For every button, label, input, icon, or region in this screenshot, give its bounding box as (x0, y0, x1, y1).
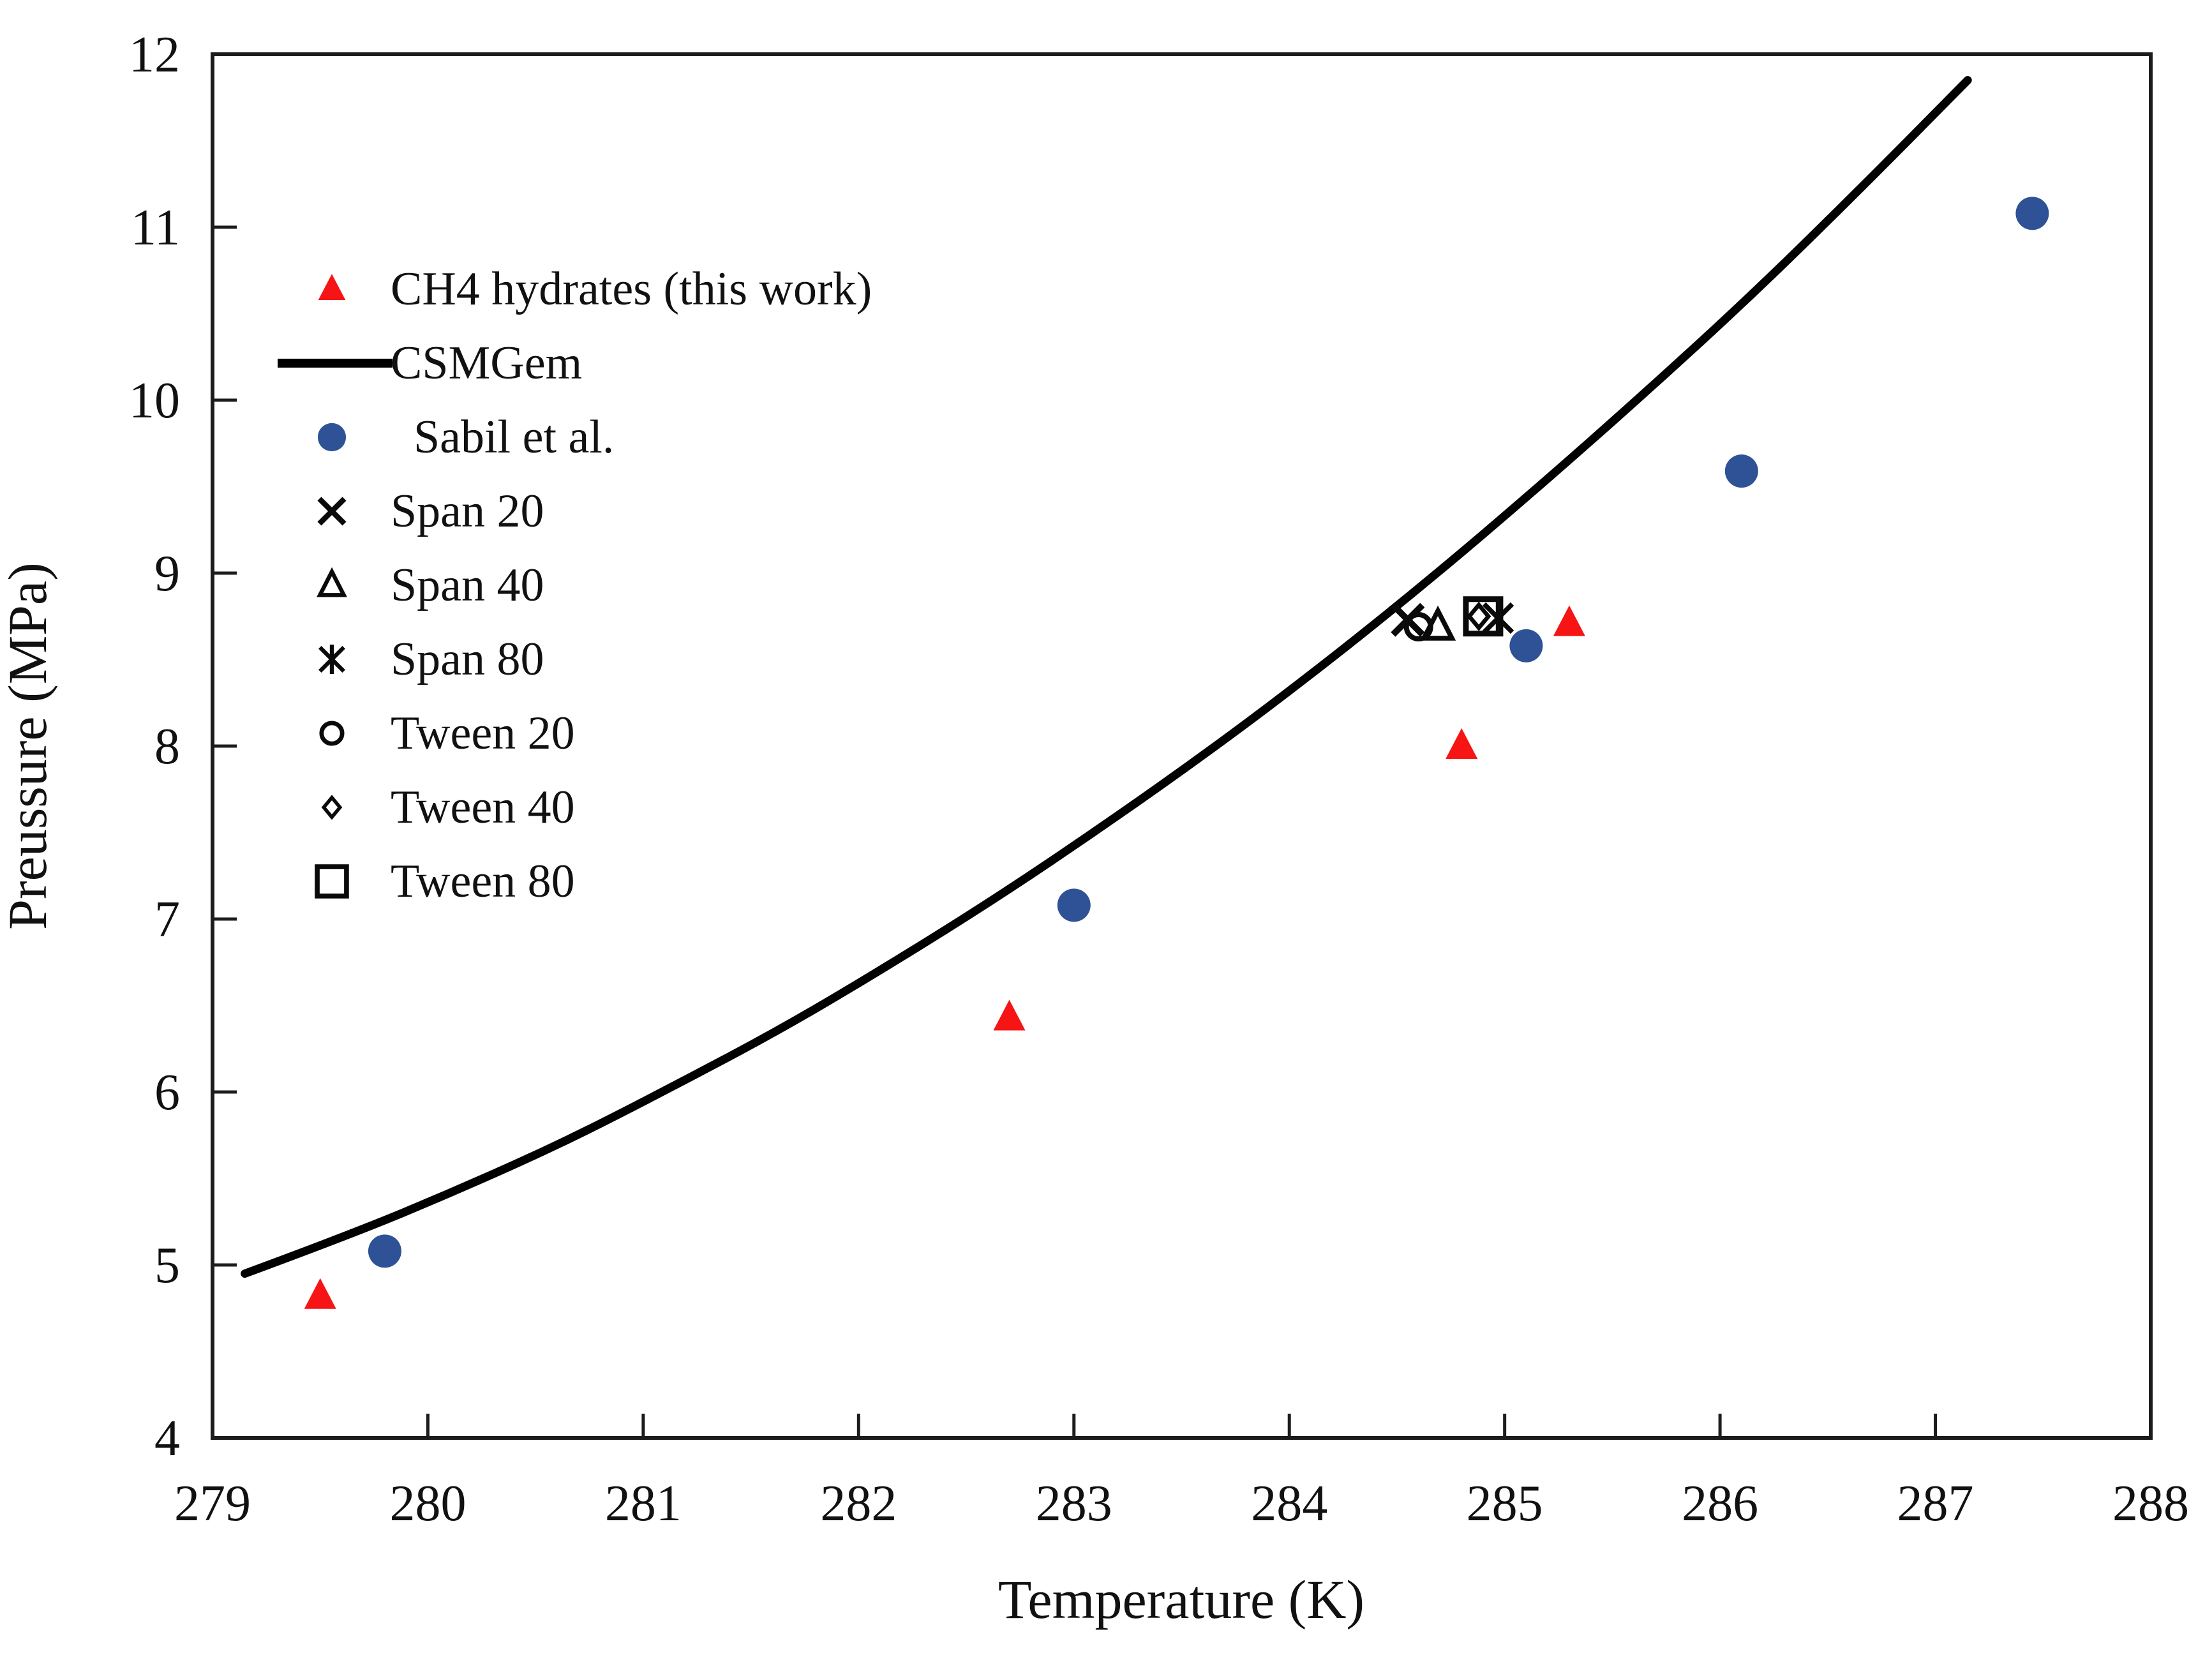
y-tick-label: 11 (131, 200, 180, 256)
legend-item-label: Span 20 (391, 485, 544, 537)
sabil-et-al-point (1057, 888, 1091, 922)
sabil-et-al-point (1057, 888, 1091, 922)
x-tick-label: 285 (1467, 1476, 1543, 1532)
ch4-hydrates-this-work-point (1553, 605, 1585, 636)
sabil-marker-icon (317, 423, 347, 452)
ch4-hydrates-this-work-point (993, 999, 1026, 1031)
tween80-marker-icon (315, 864, 349, 899)
legend-item-sabil: Sabil et al. (317, 411, 614, 463)
tween-40-point (1466, 601, 1491, 631)
ch4-hydrates-marker-icon (318, 274, 346, 300)
y-tick-label: 8 (154, 719, 180, 775)
ch4-hydrates-this-work-point (993, 999, 1026, 1031)
ch4-hydrates-this-work-point (1446, 728, 1478, 759)
csmgem-curve (241, 76, 1972, 1278)
sabil-et-al-point (1724, 454, 1758, 488)
legend: CH4 hydrates (this work) CSMGem Sabil et… (278, 263, 872, 908)
x-tick-label: 283 (1036, 1476, 1112, 1532)
y-tick-label: 12 (129, 27, 180, 83)
span20-marker-icon (317, 497, 347, 526)
legend-item-ch4-hydrates: CH4 hydrates (this work) (318, 263, 872, 315)
x-tick-label: 284 (1251, 1476, 1327, 1532)
legend-item-tween80: Tween 80 (315, 855, 575, 908)
tween40-marker-icon (321, 795, 343, 820)
sabil-marker-icon (317, 423, 347, 452)
x-tick-label: 286 (1682, 1476, 1758, 1532)
y-tick-label: 6 (154, 1065, 180, 1121)
x-tick-label: 288 (2112, 1476, 2189, 1532)
sabil-et-al-point (1724, 454, 1758, 488)
legend-item-span20: Span 20 (317, 485, 544, 537)
x-tick-label: 281 (605, 1476, 682, 1532)
sabil-et-al-point (2015, 197, 2049, 230)
span40-marker-icon (317, 567, 347, 597)
legend-item-label: Span 40 (391, 559, 544, 611)
legend-item-label: Tween 20 (391, 707, 575, 759)
tween80-marker-icon (315, 864, 349, 899)
legend-item-label: CSMGem (391, 337, 582, 389)
ch4-hydrates-this-work-point (304, 1278, 336, 1309)
span20-marker-icon (317, 497, 347, 526)
tween-20-point (1403, 612, 1433, 642)
tween-40-point (1466, 601, 1491, 631)
x-tick-label: 287 (1897, 1476, 1974, 1532)
span80-marker-icon (318, 645, 345, 674)
y-tick-label: 5 (154, 1238, 180, 1294)
ch4-hydrates-this-work-point (1553, 605, 1585, 636)
legend-item-span40: Span 40 (317, 559, 544, 611)
legend-item-span80: Span 80 (318, 633, 544, 685)
tween20-marker-icon (319, 721, 345, 746)
sabil-marker-icon (317, 423, 347, 452)
legend-item-label: Tween 40 (391, 781, 575, 834)
y-axis-title: Preussure (MPa) (0, 562, 58, 930)
ch4-hydrates-marker-icon (318, 274, 346, 300)
tween-20-point (1403, 612, 1433, 642)
x-axis-title: Temperature (K) (998, 1569, 1364, 1630)
sabil-et-al-point (1509, 629, 1543, 662)
y-tick-label: 4 (154, 1410, 180, 1467)
tween-80-point (1463, 596, 1504, 637)
legend-item-label: Tween 80 (391, 855, 575, 908)
span40-marker-icon (317, 567, 347, 597)
sabil-et-al-point (368, 1234, 401, 1268)
y-tick-label: 7 (154, 892, 180, 948)
tween20-marker-icon (319, 721, 345, 746)
data-series (241, 76, 2049, 1309)
legend-item-tween40: Tween 40 (321, 781, 575, 834)
legend-item-tween20: Tween 20 (319, 707, 575, 759)
span80-marker-icon (318, 645, 345, 674)
y-tick-label: 10 (129, 373, 180, 429)
legend-item-label: CH4 hydrates (this work) (391, 263, 872, 315)
tween20-marker-icon (319, 721, 345, 746)
ch4-hydrates-this-work-point (1446, 728, 1478, 759)
sabil-et-al-point (368, 1234, 401, 1268)
x-tick-label: 282 (820, 1476, 897, 1532)
x-tick-label: 280 (389, 1476, 466, 1532)
y-tick-label: 9 (154, 546, 180, 602)
tween40-marker-icon (321, 795, 343, 820)
legend-item-label: Span 80 (391, 633, 544, 685)
x-tick-label: 279 (174, 1476, 251, 1532)
sabil-et-al-point (1509, 629, 1543, 662)
span40-marker-icon (317, 567, 347, 597)
legend-item-label: Sabil et al. (414, 411, 614, 463)
legend-item-csmgem: CSMGem (278, 337, 582, 389)
tween-80-point (1463, 596, 1504, 637)
tween40-marker-icon (321, 795, 343, 820)
ch4-hydrates-this-work-point (304, 1278, 336, 1309)
sabil-et-al-point (2015, 197, 2049, 230)
ch4-hydrates-marker-icon (318, 274, 346, 300)
span20-marker-icon (317, 497, 347, 526)
axis-ticks: 279 280 281 282 283 284 285 286 287 288 4 5 6 7 8 9 10 11… (129, 27, 2189, 1532)
tween80-marker-icon (315, 864, 349, 899)
